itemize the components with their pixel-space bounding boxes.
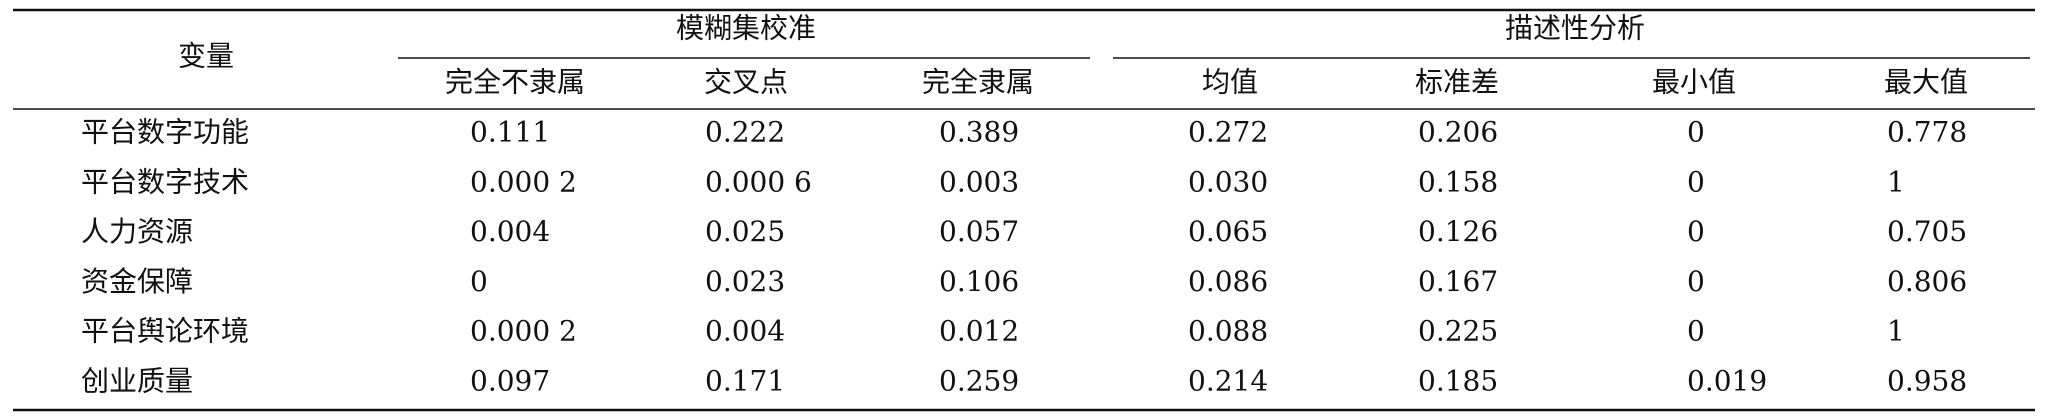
cell: 0.778 bbox=[1887, 116, 1967, 149]
cell: 0.003 bbox=[939, 165, 1019, 198]
cell: 0.023 bbox=[705, 265, 785, 298]
cell: 0 bbox=[1687, 315, 1705, 348]
cell: 0.025 bbox=[705, 215, 785, 248]
cell: 0 bbox=[1687, 215, 1705, 248]
cell: 0.806 bbox=[1887, 265, 1967, 298]
row-label: 平台数字技术 bbox=[81, 165, 249, 198]
cell: 0 bbox=[1687, 116, 1705, 149]
column-header: 最小值 bbox=[1652, 66, 1736, 99]
cell: 0.158 bbox=[1418, 165, 1498, 198]
cell: 0.012 bbox=[939, 315, 1019, 348]
cell: 0.958 bbox=[1887, 365, 1967, 398]
cell: 0.259 bbox=[939, 365, 1019, 398]
group-header: 描述性分析 bbox=[1505, 12, 1645, 45]
cell: 0.065 bbox=[1188, 215, 1268, 248]
cell: 0.111 bbox=[470, 116, 550, 149]
cell: 0.225 bbox=[1418, 315, 1498, 348]
cell: 0.171 bbox=[705, 365, 785, 398]
cell: 0.019 bbox=[1687, 365, 1767, 398]
cell: 0.705 bbox=[1887, 215, 1967, 248]
column-header: 交叉点 bbox=[704, 66, 788, 99]
column-header: 最大值 bbox=[1884, 66, 1968, 99]
cell: 0.000 2 bbox=[470, 165, 577, 198]
cell: 0.272 bbox=[1188, 116, 1268, 149]
cell: 0.057 bbox=[939, 215, 1019, 248]
cell: 0.030 bbox=[1188, 165, 1268, 198]
cell: 0.088 bbox=[1188, 315, 1268, 348]
cell: 0.222 bbox=[705, 116, 785, 149]
row-label: 平台数字功能 bbox=[81, 116, 249, 149]
cell: 0.097 bbox=[470, 365, 550, 398]
column-header: 标准差 bbox=[1415, 66, 1499, 99]
cell: 0 bbox=[470, 265, 488, 298]
cell: 0.086 bbox=[1188, 265, 1268, 298]
group-header: 模糊集校准 bbox=[676, 12, 816, 45]
stub-header: 变量 bbox=[178, 40, 234, 73]
cell: 1 bbox=[1887, 315, 1905, 348]
cell: 0.004 bbox=[705, 315, 785, 348]
column-header: 均值 bbox=[1202, 66, 1258, 99]
cell: 0.389 bbox=[939, 116, 1019, 149]
row-label: 资金保障 bbox=[81, 265, 193, 298]
column-header: 完全隶属 bbox=[922, 66, 1034, 99]
cell: 1 bbox=[1887, 165, 1905, 198]
cell: 0.000 6 bbox=[705, 165, 812, 198]
cell: 0.185 bbox=[1418, 365, 1498, 398]
cell: 0.000 2 bbox=[470, 315, 577, 348]
cell: 0.206 bbox=[1418, 116, 1498, 149]
row-label: 人力资源 bbox=[81, 215, 193, 248]
cell: 0 bbox=[1687, 265, 1705, 298]
cell: 0.167 bbox=[1418, 265, 1498, 298]
cell: 0.106 bbox=[939, 265, 1019, 298]
row-label: 平台舆论环境 bbox=[81, 315, 249, 348]
cell: 0.004 bbox=[470, 215, 550, 248]
column-header: 完全不隶属 bbox=[445, 66, 585, 99]
row-label: 创业质量 bbox=[81, 365, 193, 398]
cell: 0.214 bbox=[1188, 365, 1268, 398]
cell: 0 bbox=[1687, 165, 1705, 198]
cell: 0.126 bbox=[1418, 215, 1498, 248]
